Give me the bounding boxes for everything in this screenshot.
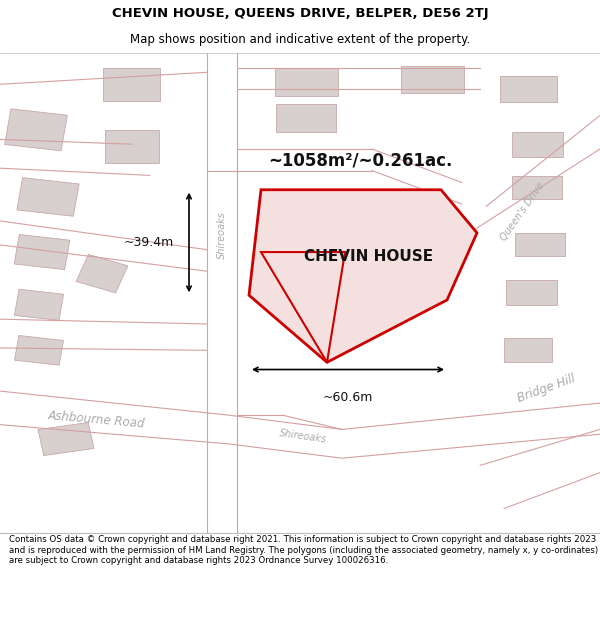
Bar bbox=[401, 66, 464, 93]
Bar bbox=[76, 254, 128, 293]
Bar bbox=[14, 336, 64, 365]
Text: ~39.4m: ~39.4m bbox=[124, 236, 174, 249]
Bar bbox=[17, 177, 79, 216]
Bar bbox=[276, 104, 336, 132]
Bar bbox=[14, 289, 64, 321]
Text: Shireoaks: Shireoaks bbox=[278, 428, 328, 445]
Text: CHEVIN HOUSE: CHEVIN HOUSE bbox=[304, 249, 434, 264]
Text: ~1058m²/~0.261ac.: ~1058m²/~0.261ac. bbox=[268, 152, 452, 170]
Text: ~60.6m: ~60.6m bbox=[323, 391, 373, 404]
Text: Contains OS data © Crown copyright and database right 2021. This information is : Contains OS data © Crown copyright and d… bbox=[9, 535, 598, 565]
Bar bbox=[511, 132, 563, 157]
Text: Shireoaks: Shireoaks bbox=[217, 211, 227, 259]
Text: Map shows position and indicative extent of the property.: Map shows position and indicative extent… bbox=[130, 33, 470, 46]
Text: Ashbourne Road: Ashbourne Road bbox=[47, 409, 145, 431]
Text: Queen's Drive: Queen's Drive bbox=[498, 180, 546, 243]
Bar bbox=[38, 422, 94, 456]
Bar bbox=[105, 130, 159, 163]
Bar bbox=[499, 76, 557, 102]
Bar bbox=[515, 233, 565, 256]
Bar bbox=[103, 68, 160, 101]
Bar bbox=[504, 338, 552, 362]
Bar bbox=[5, 109, 67, 151]
Bar bbox=[512, 176, 562, 199]
Text: CHEVIN HOUSE, QUEENS DRIVE, BELPER, DE56 2TJ: CHEVIN HOUSE, QUEENS DRIVE, BELPER, DE56… bbox=[112, 7, 488, 20]
Text: Bridge Hill: Bridge Hill bbox=[515, 372, 577, 405]
Bar bbox=[275, 68, 337, 96]
Polygon shape bbox=[249, 190, 477, 362]
Bar bbox=[505, 281, 557, 305]
Bar bbox=[14, 234, 70, 269]
